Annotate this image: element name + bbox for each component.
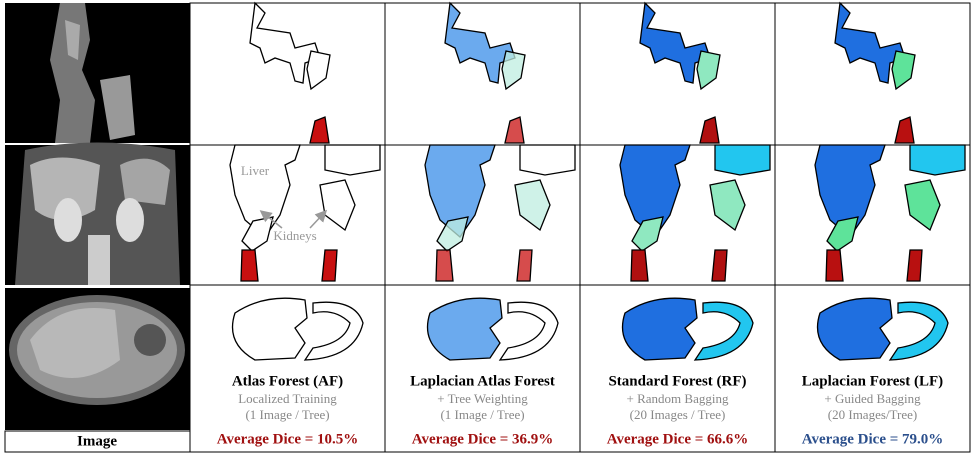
- segmentation-kidney: [631, 216, 664, 252]
- segmentation-liver: [814, 144, 886, 238]
- segmentation-liver: [229, 144, 301, 238]
- segmentation-kidney: [319, 179, 356, 232]
- segmentation-kidney: [436, 216, 469, 252]
- segmentation-spine: [516, 249, 533, 282]
- segmentation-cap: [693, 301, 754, 361]
- method-column: Atlas Forest (AF) Localized Training(1 Im…: [217, 1, 381, 447]
- segmentation-liver: [249, 1, 321, 84]
- kidneys-annotation: Kidneys: [273, 228, 316, 243]
- segmentation-kidney: [904, 179, 941, 232]
- arrow: [259, 210, 283, 229]
- liver-annotation: Liver: [241, 163, 270, 178]
- segmentation-spine: [504, 116, 525, 144]
- segmentation-spine: [435, 249, 454, 282]
- method-detail: (1 Image / Tree): [440, 407, 524, 422]
- segmentation-liver: [639, 1, 711, 84]
- segmentation-kidney: [696, 50, 721, 91]
- segmentation-kidney: [709, 179, 746, 232]
- method-dice: Average Dice = 10.5%: [217, 431, 359, 447]
- method-detail: + Random Bagging: [627, 391, 729, 406]
- segmentation-cap: [519, 144, 576, 176]
- segmentation-spine: [309, 116, 330, 144]
- segmentation-liver: [444, 1, 516, 84]
- method-column: Standard Forest (RF) + Random Bagging(20 …: [607, 1, 771, 447]
- method-title: Atlas Forest (AF): [232, 373, 343, 389]
- segmentation-cap: [909, 144, 966, 176]
- segmentation-kidney: [501, 50, 526, 91]
- method-title: Laplacian Atlas Forest: [410, 373, 555, 389]
- method-detail: Localized Training: [238, 391, 337, 406]
- segmentation-spine: [630, 249, 649, 282]
- segmentation-cap: [324, 144, 381, 176]
- method-detail: + Tree Weighting: [437, 391, 528, 406]
- segmentation-liver: [621, 297, 698, 361]
- segmentation-spine: [894, 116, 915, 144]
- method-title: Standard Forest (RF): [608, 373, 746, 389]
- method-title: Laplacian Forest (LF): [802, 373, 943, 389]
- method-column: Laplacian Forest (LF) + Guided Bagging(20…: [802, 1, 966, 447]
- segmentation-spine: [711, 249, 728, 282]
- segmentation-kidney: [514, 179, 551, 232]
- method-detail: (1 Image / Tree): [245, 407, 329, 422]
- segmentation-liver: [424, 144, 496, 238]
- segmentation-spine: [699, 116, 720, 144]
- method-column: Laplacian Atlas Forest + Tree Weighting(1…: [410, 1, 576, 447]
- segmentation-liver: [834, 1, 906, 84]
- method-dice: Average Dice = 66.6%: [607, 431, 749, 447]
- method-detail: (20 Images / Tree): [630, 407, 726, 422]
- method-detail: (20 Images/Tree): [828, 407, 917, 422]
- method-detail: + Guided Bagging: [824, 391, 921, 406]
- segmentation-liver: [816, 297, 893, 361]
- segmentation-liver: [231, 297, 308, 361]
- method-dice: Average Dice = 36.9%: [412, 431, 554, 447]
- segmentation-liver: [426, 297, 503, 361]
- segmentation-kidney: [306, 50, 331, 91]
- segmentation-kidney: [891, 50, 916, 91]
- segmentation-spine: [321, 249, 338, 282]
- arrow: [309, 209, 328, 229]
- segmentation-spine: [240, 249, 259, 282]
- grid: [189, 2, 971, 453]
- segmentation-kidney: [826, 216, 859, 252]
- method-dice: Average Dice = 79.0%: [802, 431, 944, 447]
- segmentation-cap: [888, 301, 949, 361]
- segmentation-cap: [303, 301, 364, 361]
- image-label: Image: [77, 433, 117, 449]
- image-column: Image: [4, 3, 191, 453]
- segmentation-cap: [714, 144, 771, 176]
- segmentation-cap: [498, 301, 559, 361]
- segmentation-liver: [619, 144, 691, 238]
- segmentation-spine: [906, 249, 923, 282]
- segmentation-spine: [825, 249, 844, 282]
